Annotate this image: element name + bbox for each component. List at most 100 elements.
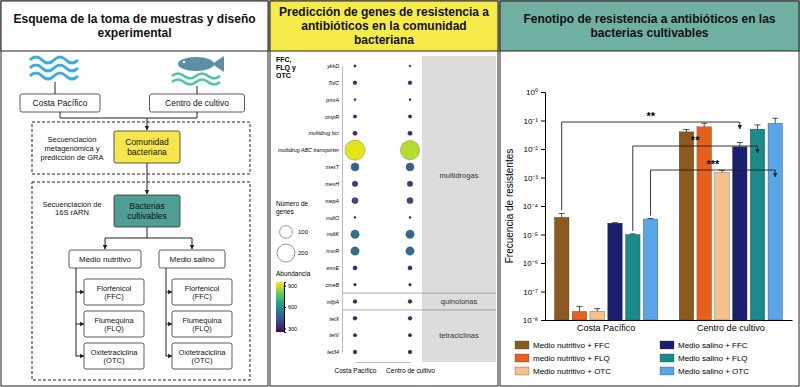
- error-cap: [701, 123, 707, 124]
- gene-axis-tick: msrR: [326, 248, 342, 254]
- cultivable-label: Bacteriascultivables: [127, 201, 167, 221]
- panel-frame: [1, 1, 268, 386]
- bubble: [353, 115, 357, 119]
- colorbar-title: Abundancia: [276, 270, 311, 277]
- text-line: (FFC): [192, 292, 212, 301]
- antibiotic-label: Oxitetraciclina(OTC): [178, 347, 226, 365]
- legend-label: Medio nutritivo + FFC: [533, 341, 610, 350]
- bar: [625, 235, 640, 321]
- gene-axis-tick-label: emrE: [326, 265, 339, 271]
- y-axis-tick-label: 10⁻⁸: [523, 316, 538, 325]
- connector: [76, 324, 84, 325]
- colorbar-axis-line: [285, 283, 287, 333]
- y-axis-tick: 10⁻¹: [523, 117, 545, 126]
- bar: [715, 172, 730, 320]
- bubble: [353, 350, 357, 354]
- text-line: Medio nutritivo: [79, 255, 132, 264]
- gene-axis-tick: ykkD: [326, 63, 342, 69]
- bar: [768, 123, 783, 320]
- gene-axis-tick-label: tetV: [330, 332, 340, 338]
- text-line: Centro de cultivo: [165, 98, 229, 108]
- bars: [554, 118, 782, 320]
- bubble-chart: multidrogasquinolonastetraciclinasykkDTo…: [276, 56, 496, 374]
- text-line: (FLQ): [192, 324, 212, 333]
- bubble: [351, 247, 360, 256]
- panel-title: Fenotipo de resistencia a antibióticos e…: [523, 12, 775, 40]
- bubble: [345, 140, 365, 160]
- gene-axis-tick-label: mdtO: [326, 215, 339, 221]
- bubble: [352, 181, 358, 187]
- bubble: [354, 216, 356, 218]
- text-line: Medio salino: [170, 255, 215, 264]
- wave-icon: [30, 73, 78, 79]
- colorbar-axis-tick: 900: [284, 283, 297, 289]
- panel-title: Esquema de la toma de muestras y diseñoe…: [13, 12, 255, 40]
- text-line: (FLQ): [104, 324, 124, 333]
- bar: [643, 219, 658, 320]
- gene-axis-tick-label: pmrA: [325, 97, 339, 103]
- gene-axis-tick-label: mdtK: [327, 231, 340, 237]
- significance-bracket: [633, 146, 758, 231]
- x-axis-line: [546, 320, 793, 321]
- gene-axis-tick: pmrA: [325, 97, 342, 103]
- y-axis-tick: 10⁰: [526, 88, 545, 97]
- bubble: [408, 300, 412, 304]
- y-axis-tick: 10⁻⁴: [523, 202, 545, 211]
- antibiotic-label: Flumequina(FLQ): [182, 315, 222, 333]
- colorbar-axis-tick-label: 600: [288, 304, 297, 310]
- bubble: [408, 115, 412, 119]
- connector: [76, 268, 77, 356]
- legend-swatch: [515, 367, 529, 375]
- gene-axis-tick-label: mexH: [325, 181, 339, 187]
- connector: [76, 356, 84, 357]
- gene-axis-tick: ompR: [325, 114, 342, 120]
- panel-header: [500, 1, 799, 51]
- text-line: (FFC): [104, 292, 124, 301]
- x-axis-tick: Costa Pacífico: [577, 320, 635, 333]
- error-cap: [648, 218, 654, 219]
- text-line: Costa Pacífico: [33, 98, 88, 108]
- panel-header: [1, 1, 268, 51]
- medium-box: [69, 250, 141, 268]
- site-axis-tick: Centro de cultivo: [386, 362, 435, 374]
- antibiotic-box: [84, 311, 144, 337]
- legend-swatch: [660, 367, 674, 375]
- significance-bracket: [651, 170, 776, 216]
- legend-label: Medio salino + FLQ: [678, 354, 748, 363]
- error-bar: [757, 125, 758, 129]
- antibiotic-box: [84, 343, 144, 369]
- colorbar: [276, 282, 284, 332]
- group-divider: [342, 293, 496, 294]
- error-cap: [594, 308, 600, 309]
- step-label: Secuenciaciónmetagenómica ypredicción de…: [41, 135, 104, 161]
- antibiotic-label: Florfenicol(FFC): [97, 283, 132, 301]
- antibiotic-box: [172, 343, 232, 369]
- gene-axis-tick: tetV: [330, 332, 342, 338]
- dashed-group: [32, 182, 250, 380]
- connector: [147, 163, 148, 194]
- community-box: [114, 131, 180, 163]
- text-line: 16S rARN: [55, 208, 89, 217]
- bubble: [353, 316, 357, 320]
- text-line: Esquema de la toma de muestras y diseño: [13, 12, 255, 26]
- figure: Esquema de la toma de muestras y diseño e…: [0, 0, 800, 387]
- panel-header: [270, 1, 498, 51]
- y-axis-tick-label: 10⁻²: [523, 145, 538, 154]
- colorbar-axis-tick: 300: [284, 326, 297, 332]
- y-axis-tick-mark: [541, 320, 545, 321]
- source-box: [20, 94, 100, 112]
- wave-icon: [172, 74, 220, 79]
- connector: [60, 112, 147, 118]
- size-legend-mark: [277, 244, 295, 262]
- size-legend-label: 100: [298, 229, 309, 235]
- y-axis-tick-label: 10⁻⁷: [523, 288, 538, 297]
- x-axis-tick: Centro de cultivo: [697, 320, 765, 333]
- gene-axis-tick-label: mexT: [326, 164, 340, 170]
- bubble: [354, 283, 357, 286]
- gene-axis-tick: mdtO: [326, 215, 342, 221]
- bubble: [408, 81, 412, 85]
- gene-axis-tick-label: tetX: [330, 316, 340, 322]
- y-axis-tick-label: 10⁻³: [523, 174, 538, 183]
- y-axis-tick: 10⁻²: [523, 145, 545, 154]
- gene-axis-line: [342, 67, 343, 353]
